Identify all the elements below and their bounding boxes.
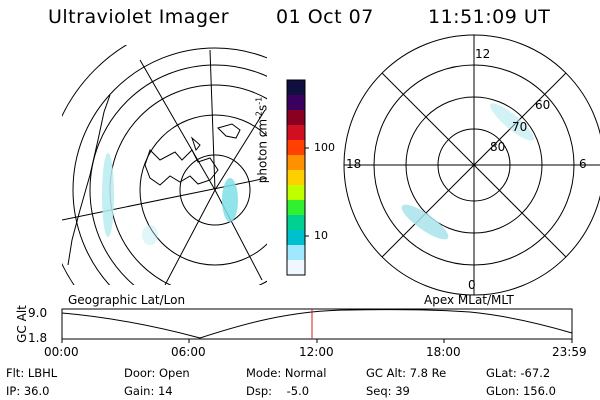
colorbar-segment bbox=[287, 245, 305, 261]
mode-info: Mode: Normal bbox=[246, 366, 327, 380]
colorbar-segment bbox=[287, 125, 305, 141]
lat-circle-4 bbox=[89, 64, 267, 285]
mlt-label-6: 6 bbox=[579, 157, 587, 171]
apex-map-label: Apex MLat/MLT bbox=[424, 293, 514, 307]
filter-info: Flt: LBHL bbox=[6, 366, 58, 380]
instrument-title: Ultraviolet Imager bbox=[48, 6, 230, 28]
altitude-tick-max: 9.0 bbox=[28, 306, 48, 320]
time-tick-0600: 06:00 bbox=[171, 345, 206, 359]
colorbar-unit-label: photon cm-2s-1 bbox=[254, 96, 270, 184]
colorbar-segment bbox=[287, 155, 305, 171]
colorbar-tick-100: 100 bbox=[314, 141, 335, 154]
colorbar-segment bbox=[287, 95, 305, 111]
glon-info: GLon: 156.0 bbox=[486, 384, 556, 398]
colorbar-segment bbox=[287, 230, 305, 246]
colorbar-segment bbox=[287, 260, 305, 276]
meridian-line-3 bbox=[209, 49, 216, 191]
altitude-axis-label: GC Alt bbox=[15, 305, 29, 343]
colorbar-segment bbox=[287, 185, 305, 201]
geographic-map-label: Geographic Lat/Lon bbox=[68, 293, 186, 307]
ip-info: IP: 36.0 bbox=[6, 384, 50, 398]
door-info: Door: Open bbox=[124, 366, 190, 380]
coastline bbox=[67, 94, 241, 266]
meridian-line-5 bbox=[164, 189, 216, 285]
lat-circle-1 bbox=[179, 154, 251, 226]
seq-info: Seq: 39 bbox=[366, 384, 410, 398]
time-tick-2359: 23:59 bbox=[552, 345, 587, 359]
aurora-arc-right bbox=[222, 178, 238, 222]
colorbar-segment bbox=[287, 170, 305, 186]
altitude-plot bbox=[61, 308, 573, 343]
colorbar-segment bbox=[287, 110, 305, 126]
altitude-tick-min: 1.8 bbox=[28, 331, 48, 345]
mlt-label-12: 12 bbox=[475, 47, 491, 61]
lat-circle-5 bbox=[72, 47, 267, 285]
gc-alt-info: GC Alt: 7.8 Re bbox=[366, 366, 447, 380]
time-tick-1200: 12:00 bbox=[299, 345, 334, 359]
aurora-spot bbox=[142, 225, 158, 245]
mlt-map bbox=[343, 34, 600, 296]
meridian-line-2 bbox=[139, 59, 216, 191]
mlt-label-0: 0 bbox=[468, 278, 476, 292]
altitude-curve bbox=[61, 309, 573, 339]
lat-label-80: 80 bbox=[490, 140, 506, 154]
time-tick-0000: 00:00 bbox=[44, 345, 79, 359]
colorbar-segment bbox=[287, 80, 305, 96]
gain-info: Gain: 14 bbox=[124, 384, 173, 398]
mlt-meridian-diag2 bbox=[381, 72, 567, 258]
mlt-label-18: 18 bbox=[346, 157, 362, 171]
date-label: 01 Oct 07 bbox=[276, 6, 374, 28]
lat-circle-2 bbox=[139, 114, 267, 266]
colorbar-segment bbox=[287, 215, 305, 231]
aurora-oval-evening bbox=[401, 204, 449, 240]
aurora-oval-morning bbox=[490, 103, 534, 141]
lat-label-70: 70 bbox=[512, 120, 528, 134]
colorbar-tick-10: 10 bbox=[314, 229, 328, 242]
time-tick-1800: 18:00 bbox=[426, 345, 461, 359]
colorbar-segment bbox=[287, 140, 305, 156]
aurora-arc-left bbox=[102, 153, 114, 237]
glat-info: GLat: -67.2 bbox=[486, 366, 551, 380]
dsp-info: Dsp: -5.0 bbox=[246, 384, 310, 398]
meridian-line-4 bbox=[214, 109, 266, 191]
lat-label-60: 60 bbox=[535, 98, 551, 112]
colorbar-frame bbox=[286, 79, 306, 276]
geographic-map bbox=[62, 45, 267, 285]
time-label: 11:51:09 UT bbox=[428, 6, 551, 28]
meridian-line-6 bbox=[214, 189, 263, 281]
color-scale bbox=[286, 79, 309, 276]
colorbar-segment bbox=[287, 200, 305, 216]
